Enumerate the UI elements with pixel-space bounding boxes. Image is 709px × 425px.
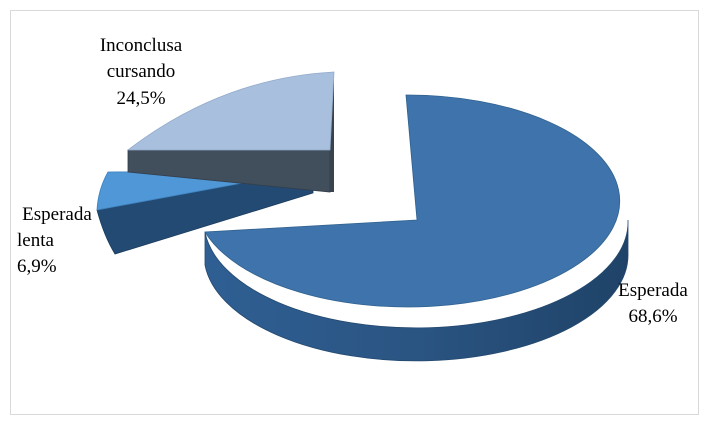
label-esperada-lenta-line-2: lenta bbox=[17, 230, 54, 251]
label-esperada-lenta-line-1: Esperada bbox=[22, 204, 92, 225]
label-esperada-line-1: Esperada bbox=[618, 280, 688, 301]
label-inconclusa-line-1: Inconclusa bbox=[100, 35, 183, 56]
slice-esperada bbox=[204, 94, 629, 362]
slice-esperada-top bbox=[204, 94, 621, 308]
label-esperada-lenta-value: 6,9% bbox=[17, 256, 57, 277]
label-esperada-lenta: Esperada lenta 6,9% bbox=[17, 204, 92, 277]
slice-inconclusa-side-right bbox=[330, 72, 334, 192]
slice-esperada-side bbox=[204, 219, 629, 362]
label-esperada: Esperada 68,6% bbox=[618, 280, 688, 327]
slice-inconclusa-top bbox=[126, 71, 335, 151]
label-inconclusa-value: 24,5% bbox=[116, 88, 165, 109]
label-esperada-value: 68,6% bbox=[628, 306, 677, 327]
slice-inconclusa bbox=[126, 71, 335, 193]
slice-esperada-lenta-side bbox=[96, 169, 314, 255]
label-inconclusa: Inconclusa cursando 24,5% bbox=[100, 35, 183, 109]
label-inconclusa-line-2: cursando bbox=[107, 61, 176, 82]
